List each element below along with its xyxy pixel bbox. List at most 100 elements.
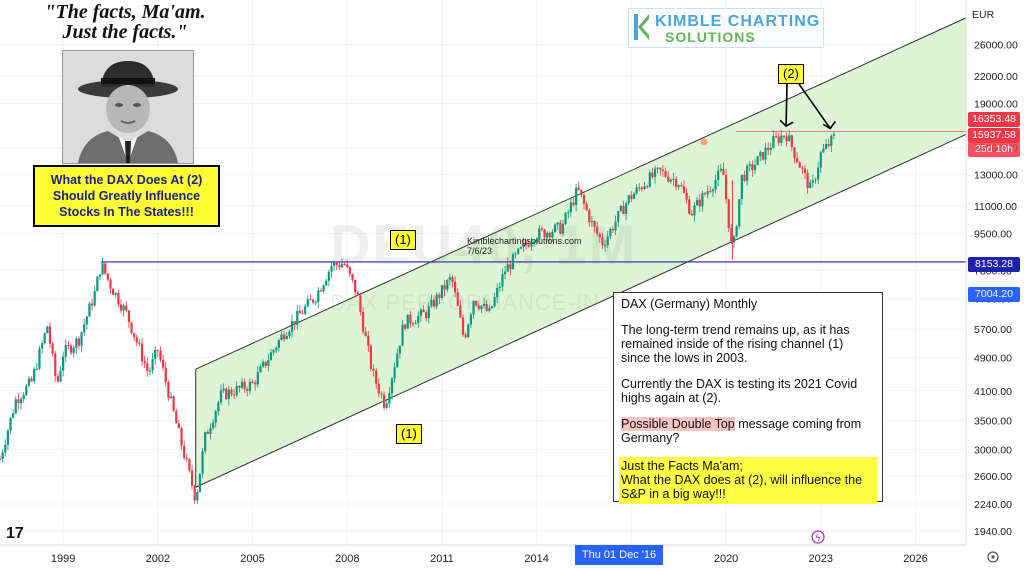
crosshair-date-tag: Thu 01 Dec '16 — [575, 545, 663, 565]
candle-body — [175, 410, 178, 424]
candle-body — [51, 343, 54, 354]
candle-body — [33, 368, 36, 382]
candle-body — [685, 192, 688, 200]
candle-body — [488, 307, 491, 311]
candle-body — [472, 300, 475, 315]
candle-body — [322, 285, 325, 292]
candle-body — [732, 236, 736, 243]
candle-body — [674, 178, 678, 188]
candle-body — [656, 167, 659, 169]
candle-body — [430, 299, 433, 307]
alert-dot[interactable] — [700, 138, 708, 146]
candle-body — [98, 274, 102, 277]
candle-body — [138, 342, 141, 344]
candle-body — [764, 147, 767, 160]
candle-body — [409, 314, 412, 324]
candlesticks — [0, 129, 836, 504]
candle-body — [572, 202, 575, 206]
wave-2-label: (2) — [778, 64, 804, 84]
candle-body — [96, 276, 99, 292]
candle-body — [319, 290, 323, 292]
candle-body — [251, 381, 254, 383]
candle-body — [285, 335, 288, 340]
candle-body — [385, 403, 388, 408]
candle-body — [264, 361, 267, 366]
candle-body — [117, 292, 120, 305]
candle-body — [464, 334, 467, 338]
time-tick-label: 2008 — [335, 553, 359, 565]
candle-body — [259, 366, 262, 373]
event-marker-icon[interactable] — [811, 530, 825, 544]
candle-body — [688, 199, 691, 214]
candle-body — [740, 174, 743, 199]
price-tick-label: 1940.00 — [974, 526, 1012, 538]
candle-body — [59, 370, 62, 382]
candle-body — [801, 167, 804, 169]
candle-body — [456, 292, 459, 306]
event-marker-glyph: ϟ — [815, 534, 821, 544]
candle-body — [156, 350, 159, 352]
candle-body — [4, 444, 7, 453]
candle-body — [425, 312, 428, 319]
candle-body — [543, 229, 546, 238]
time-axis[interactable]: 1999 2002 2005 2008 2011 2014 2020 2023 2026 — [51, 553, 928, 565]
candle-body — [590, 220, 594, 223]
candle-body — [427, 306, 430, 319]
photo-illustration — [63, 51, 193, 163]
candle-body — [677, 185, 680, 188]
name-watermark: DAX PERFORMANCE-IN — [330, 290, 600, 315]
candle-body — [135, 337, 138, 343]
candle-body — [246, 389, 249, 391]
facts-line-1: Just the Facts Ma'am; — [621, 459, 743, 473]
candle-body — [133, 333, 136, 338]
candle-body — [185, 457, 188, 460]
price-tick-label: 11000.00 — [974, 201, 1017, 213]
candle-body — [375, 370, 378, 384]
candle-body — [83, 324, 86, 333]
site-url: Kimblechartingsolutions.com — [467, 236, 582, 246]
candle-body — [154, 350, 157, 360]
candle-body — [777, 136, 780, 143]
candle-body — [125, 305, 128, 311]
settings-icon-dot — [991, 555, 995, 559]
candle-body — [222, 388, 225, 391]
candle-body — [490, 306, 494, 308]
candle-body — [601, 237, 604, 246]
candle-body — [719, 168, 722, 171]
candle-body — [272, 350, 275, 353]
time-tick-label: 1999 — [51, 553, 75, 565]
candle-body — [56, 376, 59, 382]
candle-body — [790, 135, 793, 148]
candle-body — [575, 187, 578, 206]
candle-body — [30, 378, 33, 382]
candle-body — [619, 205, 622, 212]
candle-body — [119, 304, 123, 311]
price-tick-label: 22000.00 — [974, 71, 1018, 83]
candle-body — [333, 262, 336, 267]
candle-body — [782, 135, 786, 137]
candle-body — [112, 288, 115, 295]
countdown-tag: 25d 10h — [968, 142, 1020, 157]
channel-lower-line — [195, 134, 967, 488]
candle-body — [225, 388, 228, 400]
tradingview-logo[interactable]: 17 — [6, 525, 24, 542]
candle-body — [669, 179, 672, 182]
candle-body — [169, 396, 173, 399]
price-axis[interactable]: 1940.00 2240.00 2600.00 3000.00 3500.00 4100.… — [974, 40, 1018, 538]
candle-body — [188, 459, 191, 471]
candle-body — [698, 199, 701, 207]
settings-icon[interactable] — [987, 551, 999, 563]
covid-high-price-tag: 16353.48 — [968, 112, 1020, 127]
candle-body — [14, 399, 17, 414]
price-tick-label: 4100.00 — [974, 386, 1012, 398]
candle-body — [54, 353, 57, 377]
candle-body — [580, 189, 583, 196]
candle-body — [661, 169, 665, 172]
candle-body — [227, 389, 230, 400]
candle-body — [724, 174, 728, 200]
candle-body — [261, 361, 265, 367]
influence-callout: What the DAX Does At (2) Should Greatly … — [33, 165, 220, 227]
candle-body — [388, 393, 391, 404]
candle-body — [314, 301, 317, 303]
arrow-left-head — [779, 119, 794, 128]
